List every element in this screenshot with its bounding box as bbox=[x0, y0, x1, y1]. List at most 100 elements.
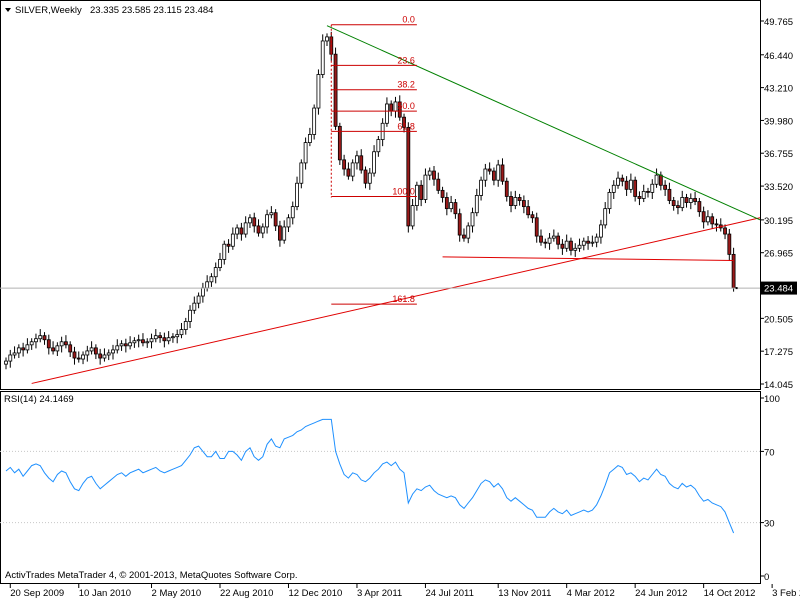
candle-body-down bbox=[710, 216, 715, 225]
candle-body-up bbox=[115, 345, 120, 351]
candle bbox=[38, 329, 43, 343]
candle-body-up bbox=[355, 155, 359, 164]
candle bbox=[111, 344, 115, 360]
candle bbox=[517, 193, 522, 206]
candle bbox=[539, 229, 543, 246]
time-tick-label: 13 Nov 2011 bbox=[498, 588, 551, 599]
time-tick-label: 10 Jan 2010 bbox=[79, 588, 131, 599]
candle-body-up bbox=[599, 224, 603, 238]
candle bbox=[312, 104, 317, 140]
candle-body-up bbox=[423, 174, 428, 200]
candle bbox=[710, 213, 715, 229]
candle-body-up bbox=[573, 247, 578, 251]
candle-body-down bbox=[556, 235, 561, 245]
fibonacci-level-label: 50.0 bbox=[397, 101, 415, 111]
candle-body-down bbox=[684, 197, 689, 203]
chart-title: SILVER,Weekly 23.335 23.585 23.115 23.48… bbox=[5, 5, 213, 16]
candle-body-up bbox=[175, 334, 180, 338]
candle-body-down bbox=[727, 233, 732, 255]
candle-body-down bbox=[624, 180, 629, 190]
candle bbox=[93, 344, 98, 360]
candle bbox=[436, 172, 441, 194]
candle-body-down bbox=[76, 357, 81, 360]
candle bbox=[667, 182, 672, 205]
candle-body-down bbox=[42, 335, 47, 341]
candle-body-up bbox=[307, 134, 312, 143]
candle bbox=[547, 233, 552, 250]
candle-body-up bbox=[200, 287, 205, 297]
candle-body-down bbox=[278, 225, 282, 241]
candle bbox=[153, 329, 158, 343]
candle bbox=[581, 237, 586, 251]
candle-body-up bbox=[106, 352, 111, 356]
candle bbox=[693, 191, 697, 206]
candle bbox=[269, 206, 274, 219]
candle bbox=[196, 292, 201, 309]
candle bbox=[440, 186, 445, 203]
candle bbox=[492, 167, 496, 186]
candle bbox=[51, 341, 55, 355]
candle bbox=[230, 227, 235, 250]
candle bbox=[209, 273, 214, 287]
candle-body-down bbox=[123, 343, 128, 347]
candle bbox=[183, 317, 188, 335]
candle bbox=[34, 333, 38, 349]
candle bbox=[599, 219, 603, 244]
time-tick-label: 14 Oct 2012 bbox=[704, 588, 756, 599]
candle-body-down bbox=[93, 347, 98, 355]
candle bbox=[218, 252, 222, 272]
candle bbox=[586, 236, 590, 250]
time-tick-label: 2 May 2010 bbox=[152, 588, 202, 599]
candle-body-up bbox=[230, 233, 235, 247]
candle-body-up bbox=[367, 172, 372, 184]
fibonacci-level-label: 23.6 bbox=[397, 55, 415, 65]
dropdown-triangle-icon[interactable] bbox=[5, 8, 11, 12]
candle-body-down bbox=[337, 125, 342, 161]
candle-body-up bbox=[119, 343, 124, 347]
candle-body-up bbox=[414, 184, 419, 206]
candle bbox=[256, 219, 261, 237]
price-tick-label: 49.765 bbox=[764, 17, 793, 28]
candle bbox=[29, 338, 34, 350]
symbol-title: SILVER,Weekly bbox=[15, 5, 82, 16]
candle bbox=[457, 208, 462, 242]
candle bbox=[466, 222, 471, 244]
candle-body-down bbox=[68, 344, 73, 353]
candle-body-up bbox=[449, 202, 454, 210]
candle-body-up bbox=[577, 244, 582, 249]
candle bbox=[337, 122, 342, 165]
candle bbox=[282, 220, 287, 244]
horizontal-support-line bbox=[442, 256, 734, 261]
candle bbox=[487, 162, 492, 175]
candle-body-down bbox=[98, 353, 103, 359]
candle bbox=[290, 201, 295, 225]
fibonacci-retracement[interactable]: 0.0 23.6 38.2 50.0 61.8 100.0 161.8 bbox=[330, 15, 417, 305]
candle bbox=[85, 345, 90, 362]
candle bbox=[697, 197, 702, 217]
candle-body-down bbox=[723, 227, 727, 235]
candle-body-up bbox=[312, 107, 317, 135]
candle bbox=[226, 239, 231, 253]
candle-body-up bbox=[654, 174, 659, 185]
fibonacci-level-label: 0.0 bbox=[402, 15, 415, 25]
candle bbox=[248, 214, 252, 228]
ohlc-values: 23.335 23.585 23.115 23.484 bbox=[90, 5, 213, 16]
candle bbox=[402, 113, 406, 133]
candle-body-down bbox=[162, 337, 167, 342]
candle bbox=[175, 329, 180, 344]
candle bbox=[727, 228, 732, 261]
candle bbox=[299, 159, 304, 189]
candle bbox=[453, 198, 458, 219]
candle-body-up bbox=[628, 179, 633, 190]
candle-body-down bbox=[346, 168, 351, 177]
candle-body-down bbox=[646, 190, 650, 193]
candle bbox=[106, 349, 111, 361]
candle bbox=[295, 176, 299, 211]
candle-body-up bbox=[218, 259, 222, 268]
candle bbox=[474, 188, 479, 217]
candle bbox=[42, 332, 47, 345]
candle-body-down bbox=[663, 184, 668, 190]
candle-body-up bbox=[479, 179, 483, 196]
candle bbox=[701, 206, 706, 229]
